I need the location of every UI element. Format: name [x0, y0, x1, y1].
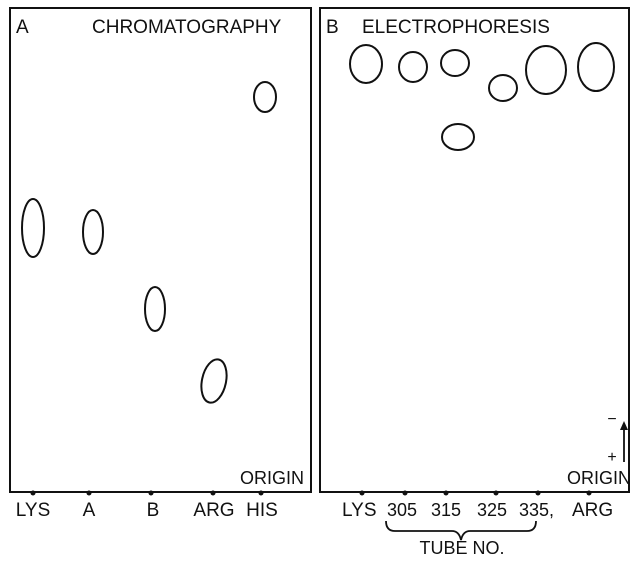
panel-a-origin-label: ORIGIN [240, 468, 304, 488]
spot-b-305 [398, 51, 428, 83]
lane-dot-b-325 [493, 490, 499, 496]
lane-label-b: B [147, 500, 160, 521]
lane-label-his: HIS [246, 500, 278, 521]
spot-b-arg [577, 42, 615, 92]
panel-a: A CHROMATOGRAPHY ORIGIN LYS A B ARG HIS [9, 7, 312, 521]
lane-label-arg: ARG [193, 500, 234, 521]
panel-b-border [319, 7, 630, 493]
lane-dot-b-arg [586, 490, 592, 496]
spot-a [82, 209, 104, 255]
panel-b-title: ELECTROPHORESIS [362, 17, 550, 38]
spot-b-lys [349, 44, 383, 84]
panel-a-letter: A [16, 17, 29, 38]
lane-label-b-305: 305 [387, 500, 417, 520]
spot-b-315-upper [440, 49, 470, 77]
lane-dot-b-335 [535, 490, 541, 496]
lane-label-b-arg: ARG [572, 500, 613, 521]
polarity-plus: + [607, 449, 616, 466]
lane-label-a: A [83, 500, 96, 521]
spot-b-325 [488, 74, 518, 102]
lane-label-b-lys: LYS [342, 500, 377, 521]
spot-b-335 [525, 45, 567, 95]
panel-a-border [9, 7, 312, 493]
lane-dot-b-305 [402, 490, 408, 496]
panel-b-letter: B [326, 17, 339, 38]
lane-label-b-325: 325 [477, 500, 507, 520]
lane-label-b-315: 315 [431, 500, 461, 520]
spot-lys [21, 198, 45, 258]
lane-label-b-335: 335, [519, 500, 554, 520]
polarity-arrow-head [620, 421, 628, 430]
tube-group-label: TUBE NO. [419, 538, 504, 556]
polarity-minus: − [607, 411, 616, 428]
lane-dot-lys [30, 490, 36, 496]
spot-b-315-lower [441, 123, 475, 151]
panel-b: B ELECTROPHORESIS ORIGIN − + LYS 305 315… [319, 7, 631, 558]
lane-dot-a [86, 490, 92, 496]
lane-label-lys: LYS [16, 500, 51, 521]
panel-b-origin-label: ORIGIN [567, 468, 631, 488]
tube-bracket [385, 520, 537, 541]
spot-his [253, 81, 277, 113]
spot-arg [200, 358, 228, 404]
lane-dot-his [258, 490, 264, 496]
lane-dot-b [148, 490, 154, 496]
lane-dot-b-315 [443, 490, 449, 496]
panel-a-title: CHROMATOGRAPHY [92, 17, 282, 38]
spot-b [144, 286, 166, 332]
lane-dot-b-lys [359, 490, 365, 496]
lane-dot-arg [210, 490, 216, 496]
